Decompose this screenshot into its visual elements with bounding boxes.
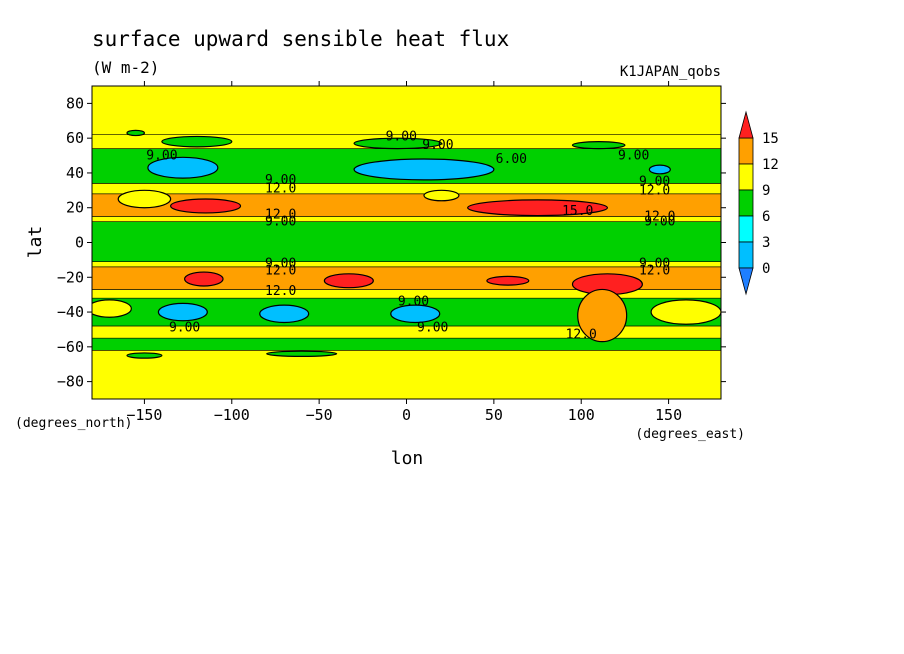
contour-label: 9.00 <box>644 215 675 230</box>
y-tick-label: 40 <box>66 164 84 182</box>
contour-band <box>92 216 721 222</box>
contour-label: 9.00 <box>398 295 429 310</box>
units-label: (W m-2) <box>92 58 159 77</box>
y-tick-label: −80 <box>57 373 84 391</box>
contour-band <box>92 261 721 268</box>
contour-patch <box>486 275 530 286</box>
colorbar-label: 3 <box>762 235 770 251</box>
colorbar-label: 6 <box>762 209 770 225</box>
y-tick-label: 20 <box>66 199 84 217</box>
y-tick-label: −20 <box>57 268 84 286</box>
contour-patch <box>323 273 374 289</box>
colorbar-segment <box>738 163 754 191</box>
colorbar-segment <box>738 241 754 269</box>
contour-patch <box>571 141 626 150</box>
contour-label: 12.0 <box>265 284 296 299</box>
contour-band <box>92 183 721 195</box>
y-tick-label: 80 <box>66 94 84 112</box>
colorbar-label: 12 <box>762 157 779 173</box>
contour-band <box>92 86 721 135</box>
contour-label: 9.00 <box>146 149 177 164</box>
contour-patch <box>390 304 441 324</box>
contour-patch <box>126 352 163 359</box>
contour-label: 9.00 <box>639 175 670 190</box>
contour-label: 12.0 <box>566 328 597 343</box>
contour-label: 12.0 <box>639 183 670 198</box>
chart-title: surface upward sensible heat flux <box>92 27 509 51</box>
y-axis-label: lat <box>25 226 46 259</box>
contour-label: 9.00 <box>417 321 448 336</box>
contour-patch <box>259 304 310 324</box>
contour-label: 9.00 <box>265 256 296 271</box>
contour-patch <box>117 189 172 209</box>
contour-label: 6.00 <box>496 152 527 167</box>
contour-label: 9.00 <box>169 321 200 336</box>
contour-patch <box>147 156 219 179</box>
contour-patch <box>353 137 443 150</box>
y-tick-label: −60 <box>57 338 84 356</box>
colorbar-max-arrow <box>738 110 754 139</box>
colorbar-label: 0 <box>762 261 770 277</box>
contour-patch <box>161 135 233 148</box>
contour-label: 9.00 <box>265 173 296 188</box>
x-tick-label: 100 <box>568 406 595 424</box>
x-tick-label: −100 <box>214 406 250 424</box>
colorbar: 15 12 9 6 3 0 <box>738 110 779 296</box>
contour-patch <box>92 299 132 318</box>
colorbar-segment <box>738 137 754 165</box>
contour-band <box>92 221 721 262</box>
contour-patch <box>184 271 224 287</box>
contour-label: 9.00 <box>639 256 670 271</box>
contour-label: 9.00 <box>618 149 649 164</box>
contour-patch <box>577 288 628 343</box>
contour-patch <box>353 158 495 181</box>
contour-patch <box>170 198 242 214</box>
contour-label: 12.0 <box>265 263 296 278</box>
dataset-label: K1JAPAN_qobs <box>620 64 721 80</box>
contour-label: 12.0 <box>639 263 670 278</box>
contour-patch <box>467 199 609 217</box>
y-units-label: (degrees_north) <box>15 416 132 431</box>
colorbar-label: 15 <box>762 131 779 147</box>
contour-label: 12.0 <box>644 209 675 224</box>
colorbar-segment <box>738 189 754 217</box>
contour-patch <box>650 299 721 325</box>
colorbar-label: 9 <box>762 183 770 199</box>
x-tick-label: 150 <box>655 406 682 424</box>
x-tick-label: 50 <box>485 406 503 424</box>
x-tick-label: −50 <box>306 406 333 424</box>
x-axis-label: lon <box>391 448 424 469</box>
y-tick-label: 60 <box>66 129 84 147</box>
contour-label: 9.00 <box>422 138 453 153</box>
y-tick-label: −40 <box>57 303 84 321</box>
contour-patch <box>266 350 338 357</box>
x-tick-label: −150 <box>126 406 162 424</box>
y-tick-label: 0 <box>75 234 84 252</box>
contour-label: 9.00 <box>386 129 417 144</box>
contour-band <box>92 337 721 351</box>
contour-band <box>92 350 721 399</box>
contour-label: 12.0 <box>265 208 296 223</box>
plot-area <box>92 86 721 399</box>
contour-label: 15.0 <box>562 204 593 219</box>
x-tick-label: 0 <box>402 406 411 424</box>
contour-label: 12.0 <box>265 182 296 197</box>
contour-patch <box>157 302 208 322</box>
colorbar-min-arrow <box>738 267 754 296</box>
contour-patch <box>648 164 671 175</box>
contour-patch <box>423 189 460 202</box>
colorbar-segment <box>738 215 754 243</box>
contour-label: 9.00 <box>265 215 296 230</box>
contour-patch <box>126 129 146 137</box>
x-units-label: (degrees_east) <box>635 427 745 442</box>
